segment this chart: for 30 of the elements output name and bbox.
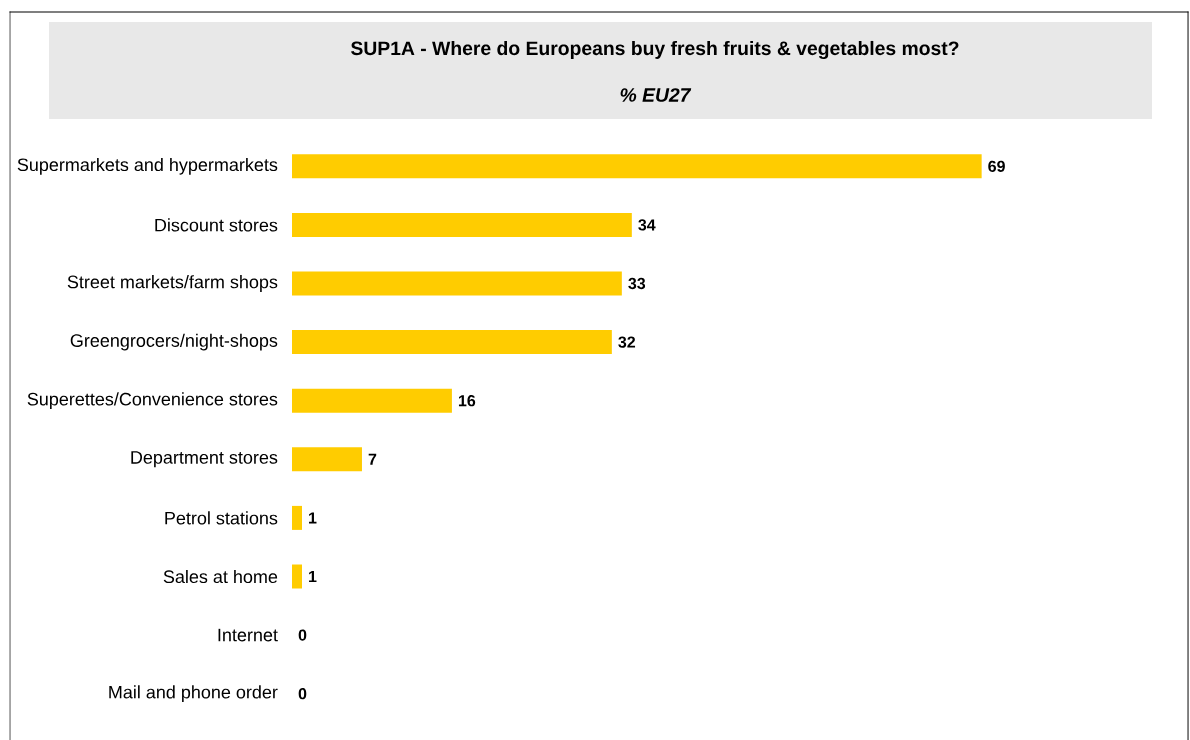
bar	[292, 271, 622, 296]
data-label: 33	[628, 277, 646, 290]
data-label: 7	[368, 453, 377, 465]
y-tick-label: Department stores	[131, 451, 278, 468]
y-tick-label: Street markets/farm shops	[67, 275, 278, 292]
data-label: 1	[309, 571, 317, 583]
bar	[292, 447, 362, 472]
data-label: 32	[618, 336, 636, 348]
y-tick-label: Supermarkets and hypermarkets	[17, 157, 278, 175]
bar	[292, 330, 612, 355]
data-label: 34	[638, 219, 656, 231]
data-label: 0	[298, 688, 307, 700]
bar	[292, 154, 982, 179]
bar	[292, 212, 632, 237]
y-tick-label: Greengrocers/night-shops	[70, 333, 278, 351]
bar	[292, 564, 302, 589]
y-tick-label: Internet	[218, 628, 278, 642]
y-tick-label: Discount stores	[155, 218, 278, 232]
bar	[292, 388, 452, 413]
chart-title: SUP1A - Where do Europeans buy fresh fruits & vegetables most?	[351, 40, 959, 60]
y-tick-label: Mail and phone order	[109, 685, 278, 703]
data-label: 0	[298, 629, 307, 641]
data-label: 1	[309, 512, 317, 524]
data-label: 16	[458, 395, 476, 407]
data-label: 69	[988, 160, 1005, 172]
chart-subtitle: % EU27	[620, 88, 692, 102]
y-tick-label: Superettes/Convenience stores	[27, 392, 278, 410]
y-tick-label: Petrol stations	[165, 511, 278, 525]
bar	[292, 505, 302, 530]
y-tick-label: Sales at home	[163, 569, 278, 584]
